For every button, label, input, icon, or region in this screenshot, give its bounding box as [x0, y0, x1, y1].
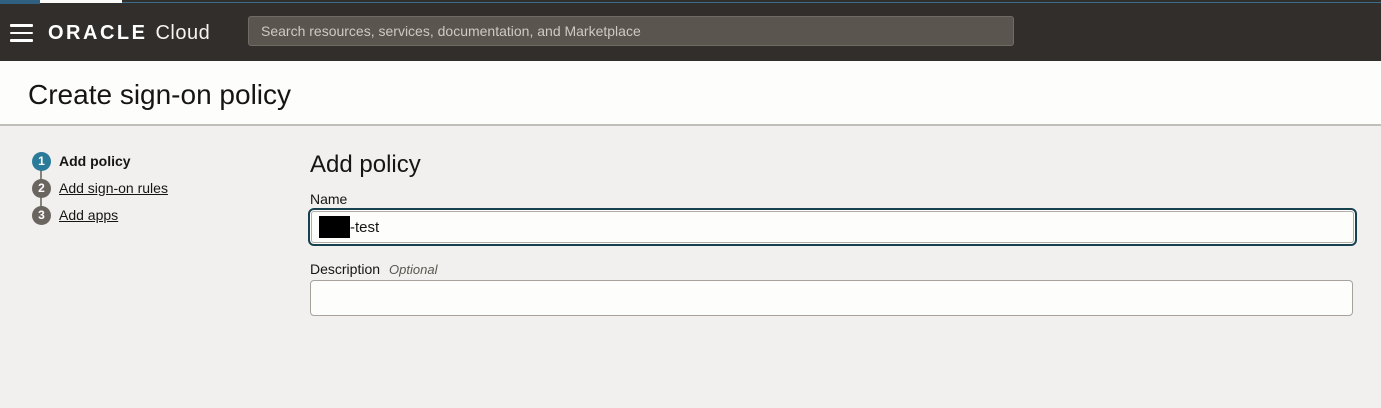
name-input-value: -test — [350, 218, 380, 236]
name-input[interactable]: -test — [308, 208, 1357, 246]
logo-oracle-text: ORACLE — [48, 21, 148, 44]
oracle-cloud-logo[interactable]: ORACLE Cloud — [48, 19, 210, 47]
search-input[interactable] — [248, 16, 1014, 46]
step-number-badge: 2 — [32, 178, 51, 198]
description-input[interactable] — [310, 280, 1353, 316]
step-number-badge: 1 — [32, 151, 51, 171]
stepper-step-add-sign-on-rules[interactable]: 2 Add sign-on rules — [32, 178, 168, 198]
name-field-label: Name — [310, 191, 348, 207]
logo-cloud-text: Cloud — [155, 21, 211, 44]
name-input-inner[interactable]: -test — [311, 211, 1354, 243]
page-title-band: Create sign-on policy — [0, 61, 1381, 126]
app-header: ORACLE Cloud — [0, 4, 1381, 61]
browser-tab-light-sliver — [40, 0, 122, 3]
wizard-body: 1 Add policy 2 Add sign-on rules 3 Add a… — [0, 128, 1381, 408]
page-title: Create sign-on policy — [28, 79, 292, 110]
wizard-stepper: 1 Add policy 2 Add sign-on rules 3 Add a… — [0, 128, 300, 248]
browser-chrome-line — [0, 1, 1381, 3]
step-label-add-policy: Add policy — [59, 153, 131, 169]
optional-tag: Optional — [389, 262, 438, 277]
redacted-text-block — [319, 216, 350, 238]
browser-chrome-strip — [0, 0, 1381, 4]
step-number-badge: 3 — [32, 205, 51, 225]
hamburger-menu-icon[interactable] — [10, 24, 33, 42]
step-link-add-apps[interactable]: Add apps — [59, 207, 119, 223]
description-field-label: Description — [310, 261, 381, 277]
step-link-add-sign-on-rules[interactable]: Add sign-on rules — [59, 180, 168, 196]
stepper-step-add-policy: 1 Add policy — [32, 151, 131, 171]
form-heading: Add policy — [310, 151, 421, 178]
stepper-step-add-apps[interactable]: 3 Add apps — [32, 205, 118, 225]
browser-tab-sliver — [0, 0, 40, 4]
